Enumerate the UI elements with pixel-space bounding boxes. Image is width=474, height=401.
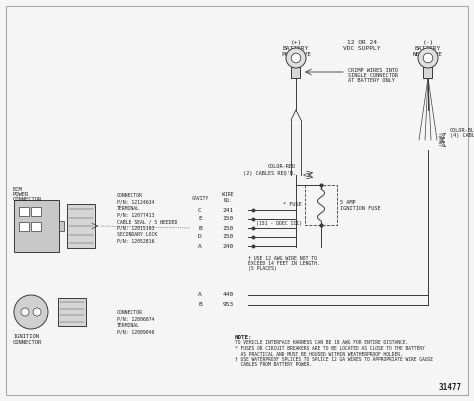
Text: (5 PLACES): (5 PLACES)	[248, 266, 277, 271]
Text: VDC SUPPLY: VDC SUPPLY	[343, 46, 381, 51]
Circle shape	[21, 308, 29, 316]
Text: CAVITY: CAVITY	[191, 196, 209, 200]
Bar	[59, 221, 64, 231]
Text: (-): (-)	[422, 40, 434, 45]
Text: COLOR-RED: COLOR-RED	[268, 164, 296, 170]
Text: E: E	[198, 217, 202, 221]
Text: * FUSE: * FUSE	[283, 203, 302, 207]
Text: (151 - DDEC III): (151 - DDEC III)	[256, 221, 302, 226]
Text: NOTE:: NOTE:	[235, 335, 253, 340]
Text: CONNECTOR: CONNECTOR	[117, 310, 143, 315]
Text: EXCEED 14 FEET IN LENGTH.: EXCEED 14 FEET IN LENGTH.	[248, 261, 320, 266]
Text: AT BATTERY ONLY: AT BATTERY ONLY	[348, 78, 395, 83]
Text: POSITIVE: POSITIVE	[281, 52, 311, 57]
Text: NEGATIVE: NEGATIVE	[413, 52, 443, 57]
Text: 150: 150	[222, 235, 234, 239]
Text: † USE WATERPROOF SPLICES TO SPLICE 12 GA WIRES TO APPROPRIATE WIRE GAUGE: † USE WATERPROOF SPLICES TO SPLICE 12 GA…	[235, 357, 433, 362]
Text: (4) CABLES REQ'D.: (4) CABLES REQ'D.	[450, 134, 474, 138]
Text: NO.: NO.	[224, 198, 232, 203]
Text: A: A	[198, 243, 202, 249]
Text: SINGLE CONNECTOR: SINGLE CONNECTOR	[348, 73, 398, 78]
Text: CONNECTOR: CONNECTOR	[117, 193, 143, 198]
Text: P/N: 12089040: P/N: 12089040	[117, 330, 155, 334]
Text: P/N: 12124634: P/N: 12124634	[117, 200, 155, 205]
Text: * FUSES OR CIRCUIT BREAKERS ARE TO BE LOCATED AS CLOSE TO THE BATTERY: * FUSES OR CIRCUIT BREAKERS ARE TO BE LO…	[235, 346, 425, 351]
Text: CABLES FROM BATTERY POWER.: CABLES FROM BATTERY POWER.	[235, 363, 312, 367]
Text: D: D	[198, 235, 202, 239]
Bar	[305, 185, 337, 225]
Text: P/N: 12077413: P/N: 12077413	[117, 213, 155, 217]
Text: CABLE SEAL / 5 NEEDED: CABLE SEAL / 5 NEEDED	[117, 219, 177, 224]
Circle shape	[423, 53, 433, 63]
Text: (2) CABLES REQ'D.: (2) CABLES REQ'D.	[243, 170, 296, 176]
Text: CRIMP WIRES INTO: CRIMP WIRES INTO	[348, 68, 398, 73]
Text: P/N: 12015193: P/N: 12015193	[117, 225, 155, 231]
Text: WIRE: WIRE	[222, 192, 234, 198]
Text: ECM: ECM	[13, 187, 23, 192]
Text: B: B	[198, 225, 202, 231]
Text: 953: 953	[222, 302, 234, 308]
Bar	[58, 298, 86, 326]
Text: 240: 240	[222, 243, 234, 249]
Text: IGNITION: IGNITION	[13, 334, 39, 339]
Text: 150: 150	[222, 217, 234, 221]
Bar	[31, 222, 41, 231]
Text: P/N: 12006074: P/N: 12006074	[117, 316, 155, 322]
Bar	[14, 200, 59, 252]
Text: 241: 241	[222, 207, 234, 213]
Text: 150: 150	[222, 225, 234, 231]
Text: POWER: POWER	[13, 192, 29, 197]
Text: C: C	[198, 207, 202, 213]
Circle shape	[418, 48, 438, 68]
Bar	[19, 222, 29, 231]
Text: P/N: 12052816: P/N: 12052816	[117, 239, 155, 243]
Text: IGNITION FUSE: IGNITION FUSE	[340, 205, 381, 211]
Text: CONNECTOR: CONNECTOR	[13, 197, 42, 202]
Text: † USE 12 AWG WIRE NOT TO: † USE 12 AWG WIRE NOT TO	[248, 256, 317, 261]
Circle shape	[33, 308, 41, 316]
Text: (+): (+)	[291, 40, 301, 45]
Circle shape	[286, 48, 306, 68]
Text: B: B	[198, 302, 202, 308]
Text: BATTERY: BATTERY	[415, 46, 441, 51]
Bar	[67, 204, 95, 248]
Text: 5 AMP: 5 AMP	[340, 200, 356, 205]
Text: TO VEHICLE INTERFACE HARNESS CAN BE 18 AWG FOR ENTIRE DISTANCE.: TO VEHICLE INTERFACE HARNESS CAN BE 18 A…	[235, 340, 408, 346]
Circle shape	[14, 295, 48, 329]
Bar	[292, 67, 301, 78]
Bar	[31, 207, 41, 216]
Text: A: A	[198, 292, 202, 298]
Circle shape	[291, 53, 301, 63]
Text: BATTERY: BATTERY	[283, 46, 309, 51]
Text: 12 OR 24: 12 OR 24	[347, 40, 377, 45]
Text: CONNECTOR: CONNECTOR	[13, 340, 42, 345]
Text: 31477: 31477	[439, 383, 462, 392]
Text: TERMINAL: TERMINAL	[117, 323, 140, 328]
Bar	[423, 67, 432, 78]
Text: COLOR-BLACK: COLOR-BLACK	[450, 128, 474, 132]
Text: SECONDARY LOCK: SECONDARY LOCK	[117, 232, 157, 237]
Text: 440: 440	[222, 292, 234, 298]
Bar	[19, 207, 29, 216]
Text: AS PRACTICAL AND MUST BE HOUSED WITHIN WEATHERPROOF HOLDER.: AS PRACTICAL AND MUST BE HOUSED WITHIN W…	[235, 352, 403, 356]
Text: TERMINAL: TERMINAL	[117, 206, 140, 211]
